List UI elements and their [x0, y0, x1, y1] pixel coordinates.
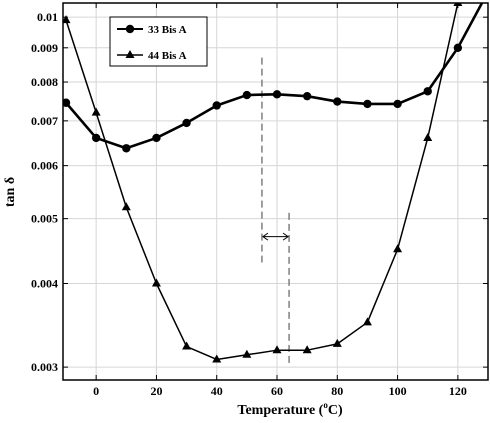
x-tick-label: 80	[331, 384, 343, 398]
y-axis-title: tan δ	[3, 177, 18, 207]
series-33-bis-a	[63, 3, 484, 153]
point-triangle	[182, 341, 192, 350]
x-tick-label: 60	[271, 384, 283, 398]
legend-label-44-bis-a: 44 Bis A	[148, 50, 187, 62]
point-triangle	[362, 317, 372, 326]
y-tick-label: 0.01	[37, 10, 58, 24]
y-tick-label: 0.006	[31, 159, 58, 173]
point-circle	[182, 118, 191, 128]
series-44-bis-a	[63, 3, 463, 363]
arrow-head-left	[262, 232, 269, 241]
y-tick-label: 0.008	[31, 75, 58, 89]
point-circle	[272, 90, 282, 99]
x-axis-title: Temperature (oC)	[237, 400, 343, 418]
point-circle	[333, 97, 342, 106]
point-triangle	[302, 345, 312, 354]
x-tick-label: 40	[211, 384, 223, 398]
x-tick-label: 100	[389, 384, 407, 398]
plot-frame	[62, 2, 489, 381]
point-circle	[453, 43, 463, 53]
point-triangle	[121, 202, 131, 211]
point-triangle	[423, 132, 433, 141]
point-circle	[302, 91, 312, 101]
series-line	[65, 3, 459, 361]
point-triangle	[91, 107, 101, 116]
legend-marker-triangle	[125, 50, 135, 58]
point-circle	[63, 98, 71, 107]
x-tick-label: 120	[449, 384, 467, 398]
series	[63, 3, 484, 363]
point-circle	[423, 87, 432, 96]
ticks: 0 20 40 60 80 100 120 0.003 0.004 0.005 0.006 0.007…	[31, 3, 488, 398]
y-tick-label: 0.005	[31, 212, 58, 226]
point-triangle	[272, 345, 282, 354]
point-circle	[212, 101, 221, 110]
point-circle	[393, 99, 402, 109]
point-circle	[91, 133, 101, 143]
y-tick-label: 0.004	[31, 277, 58, 291]
point-triangle	[63, 15, 71, 24]
point-circle	[242, 90, 252, 100]
x-tick-label: 0	[93, 384, 99, 398]
point-triangle	[332, 338, 342, 347]
grid	[63, 3, 488, 380]
point-triangle	[151, 278, 161, 287]
annotations	[261, 57, 290, 366]
x-tick-label: 20	[150, 384, 162, 398]
point-circle	[152, 133, 161, 143]
y-tick-label: 0.009	[31, 41, 58, 55]
point-triangle	[393, 244, 403, 253]
legend-label-33-bis-a: 33 Bis A	[148, 24, 187, 36]
arrow-head-right	[282, 232, 289, 241]
point-circle	[122, 144, 131, 153]
y-tick-label: 0.003	[31, 360, 58, 374]
point-triangle	[242, 349, 252, 358]
y-tick-label: 0.007	[31, 114, 58, 128]
point-circle	[363, 99, 372, 109]
legend-marker-circle	[125, 24, 135, 34]
legend: 33 Bis A 44 Bis A	[109, 16, 208, 67]
point-triangle	[212, 354, 222, 363]
